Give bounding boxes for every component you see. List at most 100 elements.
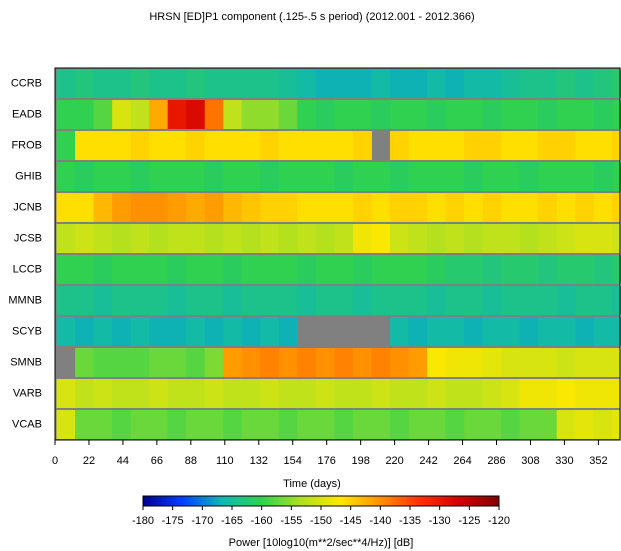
x-tick-label: 110	[216, 455, 234, 467]
heatmap-cell	[445, 379, 465, 408]
heatmap-cell	[427, 255, 447, 284]
heatmap-cell	[519, 348, 539, 377]
heatmap-cell	[297, 69, 317, 98]
heatmap-cell	[167, 69, 187, 98]
colorbar-tick-label: -145	[340, 515, 362, 527]
heatmap-cell	[501, 379, 521, 408]
heatmap-cell	[593, 193, 613, 222]
heatmap-cell	[389, 255, 410, 284]
heatmap-cell	[75, 379, 95, 408]
heatmap-cell	[315, 131, 335, 160]
heatmap-cell	[464, 69, 484, 98]
heatmap-cell	[538, 162, 558, 191]
heatmap-cell	[371, 69, 391, 98]
heatmap-cell	[112, 162, 132, 191]
heatmap-cell	[167, 131, 187, 160]
heatmap-cell	[149, 410, 169, 439]
heatmap-cell	[112, 131, 132, 160]
heatmap-cell	[612, 131, 621, 160]
heatmap-cell	[556, 100, 576, 129]
heatmap-cell	[538, 193, 558, 222]
x-tick-label: 220	[385, 455, 403, 467]
heatmap-cell	[186, 224, 206, 253]
row-label: LCCB	[13, 263, 42, 275]
heatmap-cell	[223, 100, 243, 129]
heatmap-cell	[575, 286, 595, 315]
heatmap-cell	[464, 100, 484, 129]
heatmap-cell	[593, 348, 613, 377]
heatmap-cell	[464, 162, 484, 191]
row-label: GHIB	[15, 170, 42, 182]
heatmap-cell	[501, 255, 521, 284]
heatmap-cell	[575, 69, 595, 98]
heatmap-cell	[223, 255, 243, 284]
heatmap-cell	[93, 131, 113, 160]
heatmap-cell	[149, 100, 169, 129]
row-label: VCAB	[12, 418, 42, 430]
heatmap-cell	[389, 379, 410, 408]
plot-frame	[54, 67, 621, 441]
heatmap-cell	[519, 286, 539, 315]
heatmap-cell	[482, 379, 502, 408]
heatmap-cell	[593, 131, 613, 160]
heatmap-cell	[427, 193, 447, 222]
heatmap-cell	[334, 100, 354, 129]
heatmap-cell	[241, 379, 261, 408]
heatmap-cell	[223, 348, 243, 377]
heatmap-cell	[315, 100, 335, 129]
heatmap-cell	[556, 410, 576, 439]
heatmap-cell	[241, 286, 261, 315]
heatmap-cell	[445, 317, 465, 346]
heatmap-cell	[297, 162, 317, 191]
heatmap-cell	[371, 255, 391, 284]
heatmap-cell	[112, 348, 132, 377]
heatmap-cell	[538, 100, 558, 129]
heatmap-cell	[501, 69, 521, 98]
heatmap-cell	[315, 410, 335, 439]
heatmap-cell	[75, 69, 95, 98]
heatmap-cell	[464, 379, 484, 408]
heatmap-cell	[575, 410, 595, 439]
heatmap-cell	[223, 193, 243, 222]
heatmap-cell	[556, 131, 576, 160]
heatmap-cell	[149, 286, 169, 315]
heatmap-cell	[75, 286, 95, 315]
heatmap-cell	[278, 410, 298, 439]
heatmap-cell	[130, 224, 150, 253]
heatmap-cell	[556, 317, 576, 346]
colorbar-tick-label: -130	[429, 515, 451, 527]
heatmap-cell	[130, 100, 150, 129]
heatmap-cell	[612, 193, 621, 222]
heatmap-cell	[278, 224, 298, 253]
heatmap-cell	[130, 286, 150, 315]
heatmap-cell	[223, 286, 243, 315]
x-axis-label: Time (days)	[283, 478, 341, 490]
heatmap-cell	[130, 162, 150, 191]
heatmap-cell	[112, 379, 132, 408]
heatmap-cell	[519, 100, 539, 129]
heatmap-cell	[334, 162, 354, 191]
heatmap-cell	[612, 100, 621, 129]
heatmap-cell	[445, 286, 465, 315]
colorbar-label: Power [10log10(m**2/sec**4/Hz)] [dB]	[229, 537, 414, 549]
x-tick-label: 132	[250, 455, 268, 467]
heatmap-cell	[260, 162, 280, 191]
heatmap-cell	[75, 224, 95, 253]
heatmap-cell	[389, 286, 410, 315]
heatmap-cell	[56, 193, 76, 222]
heatmap-cell	[241, 193, 261, 222]
heatmap-cell	[352, 69, 372, 98]
heatmap-cell	[130, 379, 150, 408]
heatmap-cell	[223, 224, 243, 253]
heatmap-cell	[593, 162, 613, 191]
heatmap-cell	[241, 100, 261, 129]
heatmap-cell	[278, 379, 298, 408]
heatmap-cell	[482, 255, 502, 284]
heatmap-cell	[334, 131, 354, 160]
heatmap-cell	[501, 100, 521, 129]
heatmap-cell	[538, 131, 558, 160]
heatmap-cell	[112, 100, 132, 129]
heatmap-cell	[93, 255, 113, 284]
heatmap-cell	[167, 193, 187, 222]
